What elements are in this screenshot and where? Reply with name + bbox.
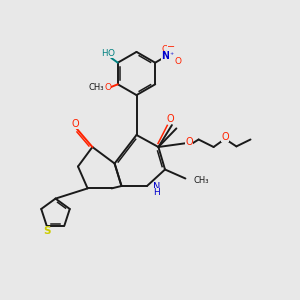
- Text: N: N: [153, 182, 160, 193]
- Text: CH₃: CH₃: [88, 83, 104, 92]
- Text: O: O: [167, 114, 174, 124]
- Text: H: H: [101, 49, 107, 58]
- Text: N: N: [161, 51, 169, 62]
- Text: −: −: [167, 42, 175, 52]
- Text: CH₃: CH₃: [194, 176, 209, 185]
- Text: O: O: [175, 57, 182, 66]
- Text: O: O: [108, 49, 115, 58]
- Text: S: S: [43, 226, 50, 236]
- Text: O: O: [104, 83, 111, 92]
- Text: O: O: [71, 119, 79, 129]
- Text: ⁺: ⁺: [169, 51, 173, 60]
- Text: H: H: [153, 188, 160, 197]
- Text: O: O: [221, 131, 229, 142]
- Text: O: O: [161, 45, 168, 54]
- Text: O: O: [185, 136, 193, 147]
